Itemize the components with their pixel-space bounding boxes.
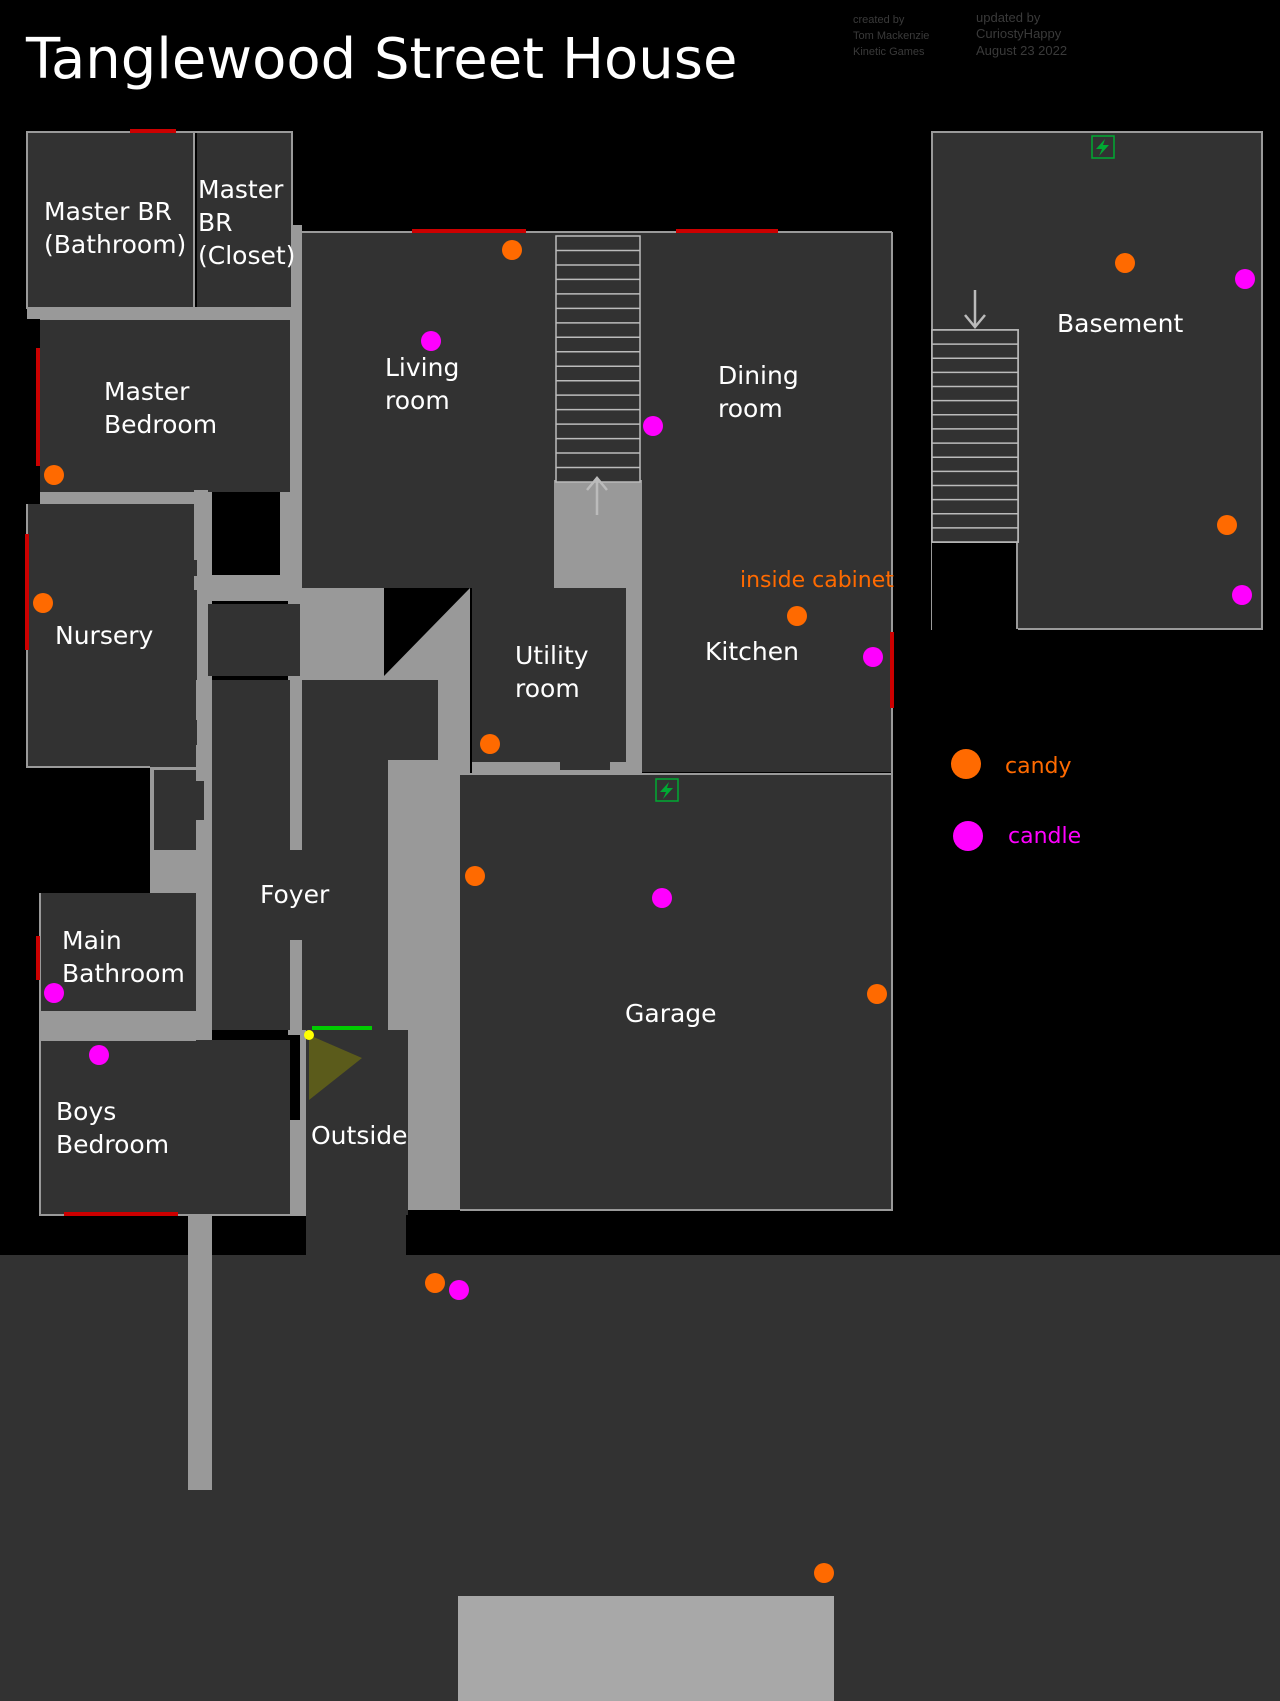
- room-nursery-passage: [208, 604, 300, 676]
- label-foyer: Foyer: [260, 880, 330, 909]
- label-nursery: Nursery: [55, 621, 154, 650]
- legend-candle-label: candle: [1008, 824, 1081, 849]
- candy-marker-basement: [1217, 515, 1237, 535]
- legend: candy candle: [951, 749, 1081, 851]
- main-staircase: [555, 235, 641, 483]
- candle-marker-main-bathroom: [44, 983, 64, 1003]
- candle-marker-basement: [1232, 585, 1252, 605]
- candle-marker-boys-bedroom: [89, 1045, 109, 1065]
- legend-candy-swatch: [951, 749, 981, 779]
- item-markers: [33, 240, 1255, 1583]
- candy-marker-kitchen: [787, 606, 807, 626]
- room-master-closet: [197, 132, 291, 308]
- driveway: [458, 1596, 834, 1701]
- stairs-down-arrow: [964, 290, 986, 329]
- room-nursery: [27, 504, 197, 767]
- candy-marker-nursery: [33, 593, 53, 613]
- windows: [25, 129, 894, 1216]
- annotation-inside-cabinet: inside cabinet: [740, 568, 894, 593]
- candy-marker-garage: [867, 984, 887, 1004]
- wall-outlines: [26, 131, 893, 1216]
- room-labels: Master BR (Bathroom) Master BR (Closet) Liv…: [44, 175, 1183, 1159]
- label-dining-room: Dining room: [718, 361, 799, 423]
- interior-walls: [27, 307, 642, 1041]
- credits-updated-by: CuriostyHappy: [976, 26, 1062, 41]
- stair-frame: [555, 235, 641, 483]
- candy-marker-outside: [425, 1273, 445, 1293]
- candle-marker-outside: [449, 1280, 469, 1300]
- candy-marker-garage: [465, 866, 485, 886]
- basement-staircase: [931, 329, 1019, 543]
- credits-created-by-2: Kinetic Games: [853, 46, 925, 58]
- room-kitchen: [642, 584, 892, 772]
- candle-marker-living-room: [643, 416, 663, 436]
- room-boys-closet: [208, 1126, 248, 1214]
- credits-created-heading: created by: [853, 14, 905, 26]
- candle-marker-garage: [652, 888, 672, 908]
- legend-candle-swatch: [953, 821, 983, 851]
- candy-marker-master-bedroom: [44, 465, 64, 485]
- room-closet-stub: [386, 674, 438, 760]
- room-boys-bedroom: [40, 1040, 290, 1215]
- player-spawn-icon: [304, 1030, 314, 1040]
- label-outside: Outside: [311, 1121, 408, 1150]
- label-basement: Basement: [1057, 309, 1183, 338]
- candle-marker-basement: [1235, 269, 1255, 289]
- credits-updated-heading: updated by: [976, 10, 1041, 25]
- label-main-bathroom: Main Bathroom: [62, 926, 185, 988]
- room-outside-porch: [306, 1030, 408, 1215]
- label-master-bedroom: Master Bedroom: [104, 377, 217, 439]
- label-garage: Garage: [625, 999, 717, 1028]
- spawn-view-cone: [309, 1035, 362, 1100]
- room-garage: [460, 774, 892, 1210]
- label-kitchen: Kitchen: [705, 637, 799, 666]
- room-dining-room: [642, 232, 892, 584]
- candy-marker-basement: [1115, 253, 1135, 273]
- room-master-bathroom: [27, 132, 193, 308]
- credits-updated-date: August 23 2022: [976, 43, 1067, 58]
- stair-frame: [931, 329, 1019, 543]
- candle-marker-living-room: [421, 331, 441, 351]
- room-master-bedroom: [40, 320, 290, 492]
- legend-candy-label: candy: [1005, 754, 1072, 779]
- candle-marker-kitchen: [863, 647, 883, 667]
- candy-marker-outside: [814, 1563, 834, 1583]
- candy-marker-utility-room: [480, 734, 500, 754]
- label-boys-bedroom: Boys Bedroom: [56, 1097, 169, 1159]
- room-hall-closet: [154, 770, 204, 850]
- label-living-room: Living room: [385, 353, 459, 415]
- label-master-closet: Master BR (Closet): [198, 175, 295, 270]
- label-utility-room: Utility room: [515, 641, 589, 703]
- room-main-bathroom: [40, 893, 196, 1011]
- page-title: Tanglewood Street House: [25, 27, 737, 92]
- rooms: [27, 132, 892, 1215]
- candy-marker-living-room: [502, 240, 522, 260]
- lightning-bolt-icon: [655, 778, 679, 802]
- lightning-bolt-icon: [1091, 135, 1115, 159]
- room-living-room: [302, 232, 554, 588]
- label-master-bathroom: Master BR (Bathroom): [44, 197, 186, 259]
- credits-created-by-1: Tom Mackenzie: [853, 30, 929, 42]
- stairs-up-arrow: [586, 476, 608, 515]
